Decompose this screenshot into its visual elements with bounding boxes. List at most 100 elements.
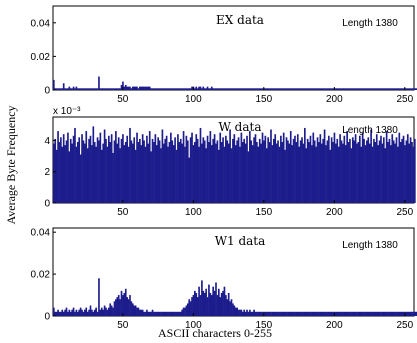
bar [359,88,361,90]
bar [129,127,131,203]
bar [120,290,123,316]
bar [367,311,370,316]
x-tick-label: 100 [185,207,202,218]
x-tick-label: 200 [326,207,343,218]
bar [397,88,399,90]
bar [323,311,326,316]
bar [264,135,267,203]
bar [409,137,412,203]
bar [373,88,375,90]
bar [225,135,227,203]
bar [318,88,320,90]
bar [377,88,379,90]
bar [232,88,234,90]
bar [387,88,389,90]
bar [366,311,368,316]
bar [278,88,281,90]
bar [299,311,302,316]
bar [195,134,198,203]
bar [178,311,181,316]
bar [247,151,250,203]
bar [203,88,206,90]
bar [139,138,141,203]
bar [86,148,89,203]
bar [298,311,301,316]
bar [401,138,403,203]
bar [402,135,405,203]
bar [301,137,303,203]
bar [291,145,293,203]
bar [233,88,236,90]
bar [263,140,265,203]
bar [405,88,408,90]
bar [92,126,95,203]
bar [199,295,202,316]
bar [377,145,379,203]
bar [336,138,339,203]
bar [96,311,99,316]
bar [391,311,394,316]
bar [244,143,247,203]
bar [246,309,248,316]
bar [250,311,253,316]
bar [412,311,415,316]
bar [139,309,141,316]
bar [210,295,213,316]
y-tick-label: 2 [44,167,50,178]
bar [342,143,344,203]
bar [315,146,317,203]
bar [236,88,238,90]
bar [320,88,323,90]
bar [191,132,193,203]
bar [401,311,403,316]
bar [179,88,182,90]
bar [282,132,285,203]
bar [119,88,121,90]
x-tick-label: 150 [255,94,272,105]
bar [401,88,403,90]
bar [220,142,223,203]
bar [113,301,116,316]
bar [191,297,193,316]
bar [378,88,381,90]
bar [326,88,329,90]
bar [241,311,244,316]
bar [179,311,182,316]
bar [351,311,354,316]
bar [247,88,250,90]
bar [168,88,171,90]
bar [95,146,97,203]
bar [109,142,112,203]
bar [222,290,224,316]
bar [368,143,371,203]
bar [68,309,71,316]
bar [335,143,337,203]
bar [275,143,278,203]
bar [84,143,86,203]
bar [350,148,353,203]
bar [291,311,293,316]
bar [198,286,200,316]
bar [357,88,360,90]
bar [186,140,189,203]
bar [265,88,268,90]
bar [212,88,215,90]
bar [216,295,219,316]
bar [354,134,357,203]
bar [315,88,317,90]
bar [208,88,210,90]
bar [287,140,289,203]
bar [151,88,154,90]
bar [65,140,68,203]
bar [278,311,281,316]
bar [126,86,128,90]
bar [53,79,55,90]
y-tick-label: 0.04 [31,228,51,239]
bar [285,137,288,203]
bar [354,88,357,90]
bar [350,88,353,90]
x-tick-label: 50 [117,207,129,218]
bar [64,309,66,316]
bar [397,146,399,203]
bar [185,135,188,203]
